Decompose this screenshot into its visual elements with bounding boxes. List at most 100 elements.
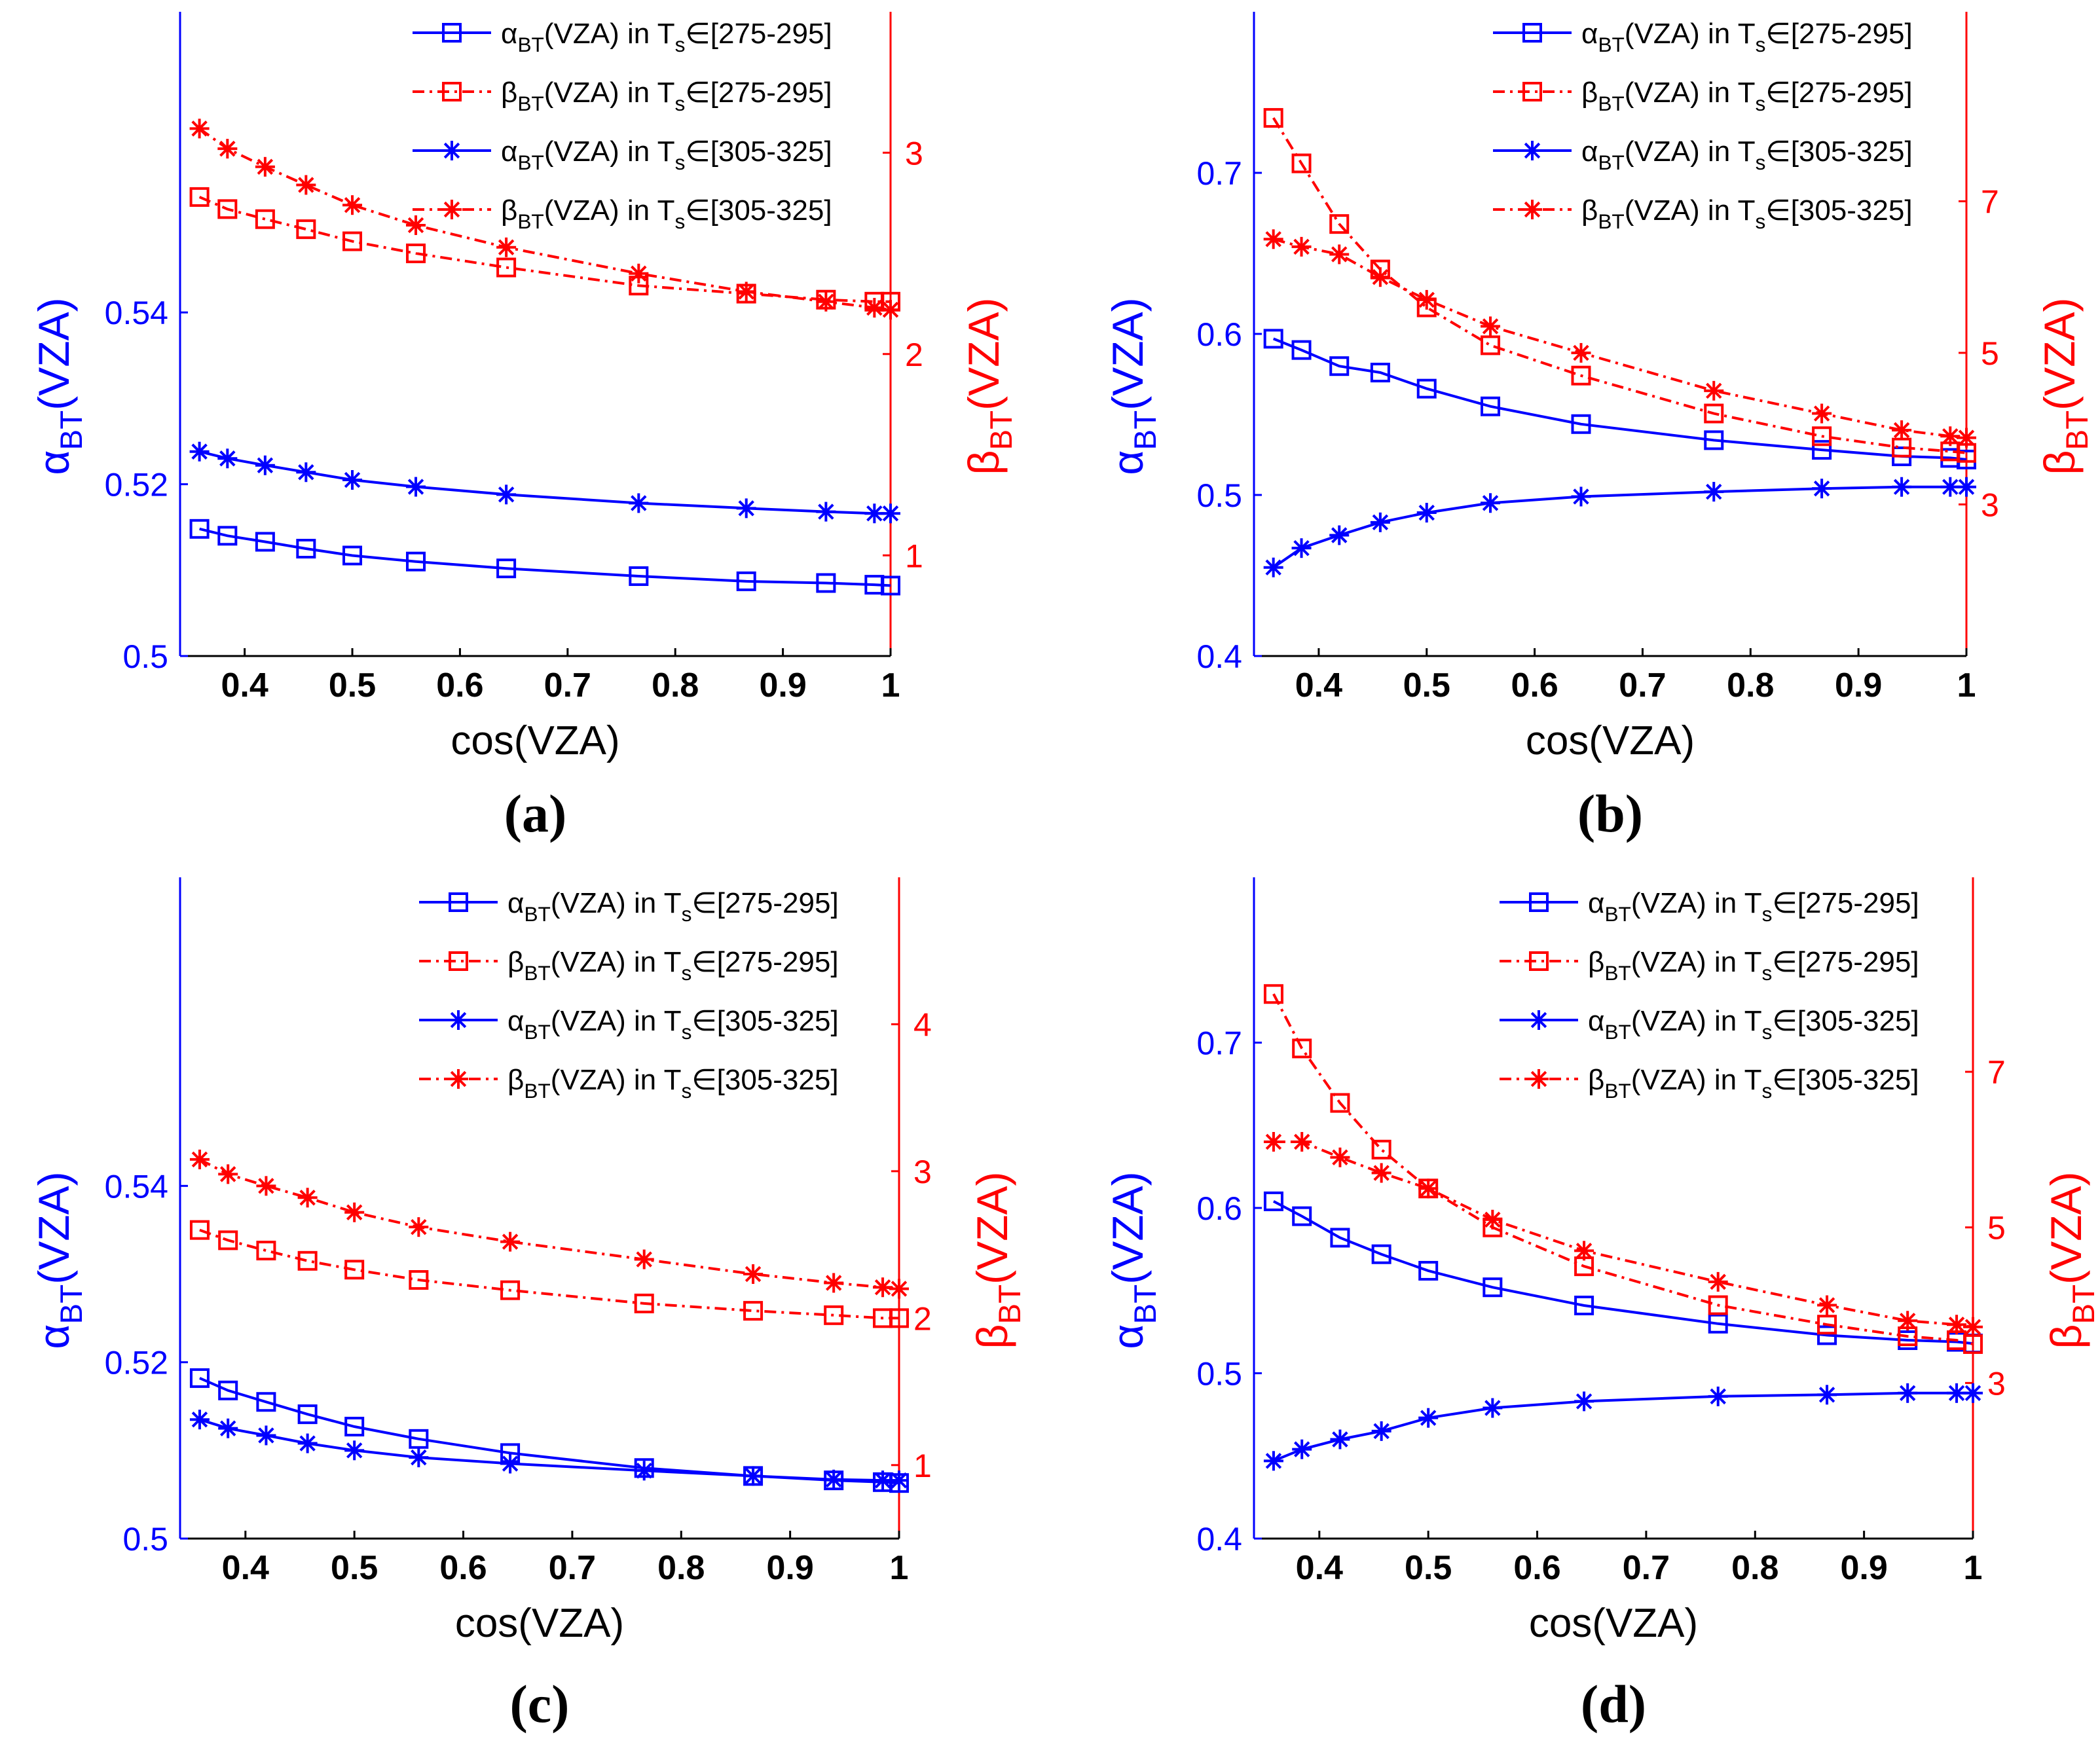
data-point — [824, 1273, 844, 1293]
right-y-axis-label-group: βBT(VZA) — [959, 297, 1019, 475]
data-point — [409, 1448, 429, 1468]
data-point — [1370, 363, 1390, 383]
right-y-tick-label: 3 — [905, 135, 923, 172]
data-point — [1329, 214, 1350, 234]
legend-label: αBT(VZA) in Ts∈[275-295] — [1588, 887, 1919, 926]
data-point — [629, 493, 649, 513]
data-point — [1329, 244, 1350, 265]
x-tick-label: 0.4 — [222, 1549, 269, 1587]
data-point — [1292, 1206, 1312, 1226]
data-point — [217, 199, 238, 219]
panel-caption: (c) — [509, 1674, 569, 1734]
legend-marker — [449, 1069, 468, 1089]
data-point — [1481, 396, 1501, 416]
data-point — [189, 1368, 210, 1388]
data-point — [342, 470, 363, 490]
legend-marker — [449, 951, 468, 971]
data-point — [297, 1404, 318, 1425]
data-point — [256, 1241, 276, 1261]
data-point — [217, 448, 238, 469]
x-tick-label: 0.6 — [439, 1549, 487, 1587]
data-point — [189, 519, 210, 539]
left-y-axis-label: αBT(VZA) — [29, 297, 89, 475]
x-tick-label: 0.7 — [1623, 1549, 1670, 1587]
right-y-axis-label-group: βBT(VZA) — [968, 1171, 1027, 1349]
x-tick-label: 0.6 — [436, 666, 483, 704]
data-point — [629, 566, 649, 586]
data-point — [189, 1149, 210, 1169]
right-y-tick-label: 2 — [905, 337, 923, 373]
right-y-tick-label: 1 — [905, 538, 923, 574]
x-tick-label: 0.6 — [1513, 1549, 1560, 1587]
data-point — [1481, 493, 1501, 513]
data-point — [1329, 525, 1350, 545]
data-point — [1817, 1295, 1837, 1315]
series-line-0 — [199, 1377, 900, 1485]
legend-marker — [1529, 892, 1549, 912]
data-point — [816, 502, 836, 522]
data-point — [1704, 380, 1724, 401]
data-point — [736, 571, 756, 591]
legend-marker — [1529, 951, 1549, 971]
data-point — [736, 282, 756, 302]
legend-label: αBT(VZA) in Ts∈[305-325] — [501, 136, 832, 174]
data-point — [342, 195, 363, 215]
data-point — [496, 257, 517, 278]
legend-label: βBT(VZA) in Ts∈[275-295] — [507, 946, 839, 985]
data-point — [1704, 482, 1724, 502]
legend-marker — [1529, 1069, 1549, 1089]
left-y-tick-label: 0.54 — [105, 1168, 168, 1205]
data-point — [255, 209, 275, 229]
data-point — [1898, 1383, 1918, 1403]
x-tick-label: 0.9 — [1835, 666, 1882, 704]
legend-marker — [449, 1010, 468, 1030]
right-y-tick-label: 3 — [1981, 486, 1999, 523]
left-y-tick-label: 0.54 — [105, 295, 168, 331]
panel-caption: (d) — [1581, 1674, 1646, 1734]
left-y-tick-label: 0.5 — [1196, 1356, 1242, 1393]
data-point — [1483, 1398, 1503, 1418]
x-tick-label: 0.7 — [549, 1549, 596, 1587]
left-y-tick-label: 0.4 — [1196, 1521, 1242, 1558]
data-point — [889, 1279, 909, 1299]
data-point — [816, 573, 836, 593]
x-tick-label: 0.5 — [1405, 1549, 1452, 1587]
data-point — [1371, 1421, 1391, 1441]
data-point — [344, 1440, 365, 1461]
right-y-tick-label: 5 — [1981, 335, 1999, 372]
data-point — [1817, 1325, 1837, 1345]
data-point — [1418, 1260, 1439, 1281]
series-line-1 — [199, 1228, 899, 1320]
data-point — [297, 1188, 318, 1208]
data-point — [1483, 1209, 1503, 1230]
legend-marker — [1522, 200, 1542, 219]
legend-marker — [1522, 141, 1542, 160]
series-line-2 — [1272, 485, 1966, 569]
data-point — [500, 1280, 521, 1300]
data-point — [218, 1418, 238, 1438]
data-point — [256, 1425, 276, 1446]
chart-panel-d: 0.4 0.5 0.6 0.7 0.8 0.9 1 0.4 0.5 0.6 0.7 3 5 7 cos(VZ… — [1103, 877, 2100, 1734]
left-y-axis-label: αBT(VZA) — [1103, 297, 1163, 475]
panel-caption: (a) — [504, 784, 567, 843]
x-axis-label: cos(VZA) — [451, 718, 619, 763]
data-point — [881, 503, 900, 524]
data-point — [1263, 1132, 1283, 1152]
right-y-tick-label: 3 — [1987, 1365, 2006, 1402]
right-y-tick-label: 7 — [1981, 183, 1999, 220]
right-y-axis-label: βBT(VZA) — [968, 1171, 1027, 1349]
left-y-axis-label: αBT(VZA) — [1103, 1171, 1163, 1349]
legend-label: βBT(VZA) in Ts∈[305-325] — [501, 194, 832, 233]
data-point — [1291, 340, 1312, 360]
data-point — [1892, 477, 1912, 497]
data-point — [1263, 329, 1283, 349]
left-y-axis-label-group: αBT(VZA) — [1103, 1171, 1163, 1349]
legend-marker — [442, 200, 462, 219]
legend-label: βBT(VZA) in Ts∈[305-325] — [1581, 194, 1913, 233]
x-tick-label: 0.5 — [331, 1549, 378, 1587]
right-y-tick-label: 1 — [913, 1448, 932, 1484]
left-y-tick-label: 0.6 — [1196, 1190, 1242, 1227]
x-tick-label: 0.4 — [1296, 1549, 1343, 1587]
data-point — [1371, 1139, 1391, 1159]
